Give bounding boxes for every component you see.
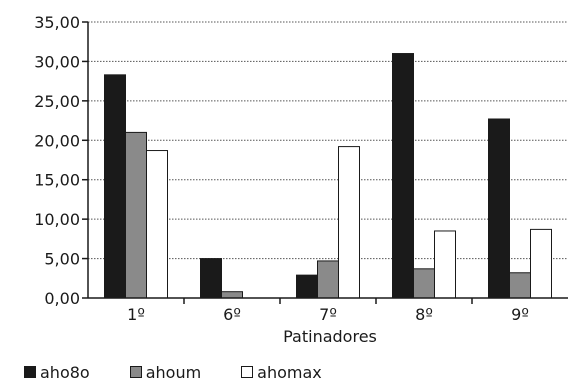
legend-label-ahoum: ahoum (145, 362, 202, 382)
legend-item-ahomax: ahomax (241, 363, 322, 382)
legend-item-aho8o: aho8o (24, 363, 90, 382)
bar-ahomax-2 (338, 146, 360, 299)
y-tick-label: 10,00 (34, 210, 80, 229)
y-tick-label: 5,00 (44, 250, 80, 269)
legend-swatch-ahomax (241, 366, 254, 378)
x-tick-label: 7º (319, 305, 337, 324)
y-tick-labels: 0,00 5,00 10,00 15,00 20,00 25,00 30,00 35,00 (34, 13, 88, 308)
y-tick-label: 20,00 (34, 131, 80, 150)
bar-aho8o-3 (392, 53, 414, 299)
bar-ahomax-0 (146, 150, 168, 299)
x-tick-labels: 1º 6º 7º 8º 9º (127, 298, 529, 324)
bar-aho8o-0 (104, 74, 126, 299)
bar-aho8o-4 (488, 118, 510, 299)
x-tick-label: 1º (127, 305, 145, 324)
legend: aho8o ahoum ahomax (24, 361, 362, 383)
legend-item-ahoum: ahoum (129, 362, 202, 382)
legend-label-aho8o: aho8o (40, 362, 90, 382)
bars (104, 53, 552, 299)
y-tick-label: 15,00 (34, 171, 80, 190)
bar-ahoum-1 (221, 291, 243, 299)
bar-ahoum-2 (317, 260, 339, 299)
bar-ahoum-3 (413, 268, 435, 299)
legend-label-ahomax: ahomax (257, 362, 322, 382)
bar-ahomax-3 (434, 230, 456, 299)
y-tick-label: 30,00 (34, 52, 80, 71)
x-tick-label: 6º (223, 305, 241, 324)
x-tick-label: 9º (511, 305, 529, 324)
legend-swatch-aho8o (24, 366, 36, 378)
x-tick-label: 8º (415, 305, 433, 324)
bar-ahoum-4 (509, 272, 531, 299)
y-tick-label: 35,00 (34, 13, 80, 32)
y-tick-label: 25,00 (34, 92, 80, 111)
bar-ahoum-0 (125, 131, 147, 299)
bar-chart: 0,00 5,00 10,00 15,00 20,00 25,00 30,00 35,00 1… (34, 13, 568, 346)
y-tick-label: 0,00 (44, 289, 80, 308)
bar-ahomax-4 (530, 228, 552, 299)
legend-swatch-ahoum (129, 366, 142, 378)
x-axis-label: Patinadores (283, 327, 377, 346)
bar-aho8o-2 (296, 274, 318, 299)
bar-aho8o-1 (200, 258, 222, 299)
